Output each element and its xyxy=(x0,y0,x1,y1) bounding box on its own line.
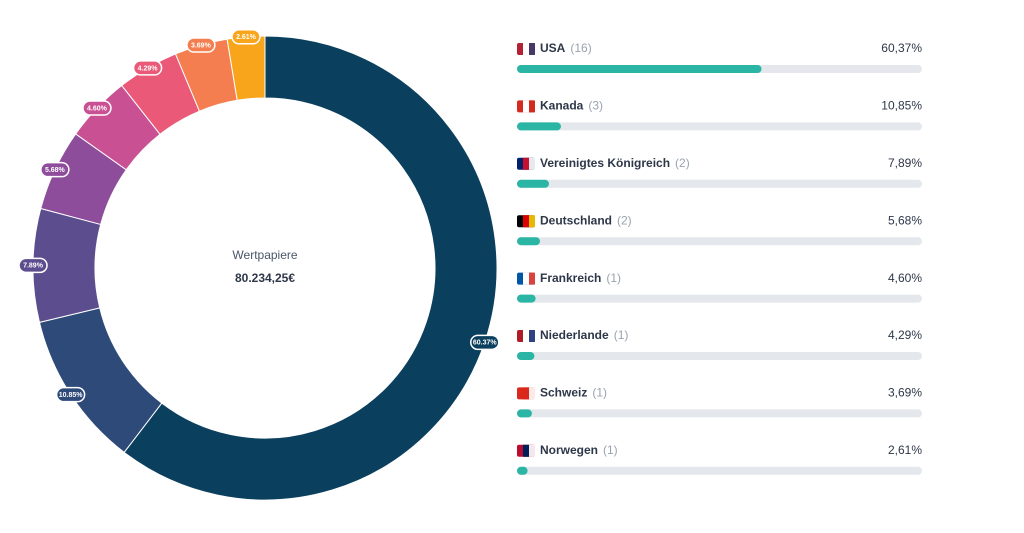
flag-band xyxy=(523,43,529,55)
flag xyxy=(517,215,535,228)
flag-band xyxy=(529,100,535,113)
bar xyxy=(517,294,536,303)
value-label: 5.68% xyxy=(45,167,66,174)
value-label-pill xyxy=(231,29,261,45)
count-label: (1) xyxy=(603,443,618,457)
center-label: Wertpapiere xyxy=(232,248,297,262)
bar xyxy=(517,65,762,73)
bar-track xyxy=(517,179,922,188)
bar-track xyxy=(517,352,922,360)
category-label: Frankreich xyxy=(540,271,601,285)
flag xyxy=(517,272,535,285)
bar xyxy=(517,466,528,475)
value-label: 4.29% xyxy=(138,65,159,72)
donut-segment xyxy=(123,35,498,501)
count-label: (3) xyxy=(588,99,603,113)
value-label-pill xyxy=(470,334,500,351)
count-label: (2) xyxy=(617,213,632,227)
category-label: Norwegen xyxy=(540,443,598,457)
bar xyxy=(517,352,535,360)
bar-track xyxy=(517,409,922,418)
flag xyxy=(517,444,535,457)
bar-track xyxy=(517,294,922,303)
category-label: Niederlande xyxy=(540,328,609,342)
flag xyxy=(517,330,535,342)
value-label-pill xyxy=(18,257,48,274)
value-label: 10,85% xyxy=(881,99,922,113)
flag xyxy=(517,43,535,55)
bar-track xyxy=(517,237,922,246)
count-label: (1) xyxy=(592,386,607,400)
flag-band xyxy=(523,272,529,285)
value-label-pill xyxy=(55,386,86,403)
flag xyxy=(517,387,535,400)
flag-band xyxy=(529,272,535,285)
category-label: Deutschland xyxy=(540,213,612,227)
bar xyxy=(517,122,561,131)
center-value: 80.234,25€ xyxy=(235,271,295,285)
value-label: 60.37% xyxy=(473,340,498,347)
flag-band xyxy=(529,387,535,400)
value-label-pill xyxy=(40,161,70,178)
category-label: USA xyxy=(540,41,566,55)
count-label: (2) xyxy=(675,156,690,170)
value-label: 10.85% xyxy=(59,392,84,399)
value-label-pill xyxy=(186,37,216,53)
value-label: 4,29% xyxy=(888,328,922,342)
value-label: 5,68% xyxy=(888,213,922,227)
bar xyxy=(517,237,541,246)
flag-band xyxy=(529,43,535,55)
value-label: 7,89% xyxy=(888,156,922,170)
value-label: 4,60% xyxy=(888,271,922,285)
flag-band xyxy=(529,444,535,457)
value-label: 3.69% xyxy=(191,42,212,49)
flag-band xyxy=(529,330,535,342)
count-label: (1) xyxy=(614,328,629,342)
count-label: (16) xyxy=(570,41,591,55)
value-label-pill xyxy=(132,60,163,76)
flag xyxy=(517,100,535,113)
count-label: (1) xyxy=(606,271,621,285)
value-label: 2.61% xyxy=(236,34,257,41)
flag-band xyxy=(529,215,535,228)
flag xyxy=(517,157,535,170)
bar xyxy=(517,179,549,188)
value-label: 3,69% xyxy=(888,386,922,400)
value-label: 7.89% xyxy=(23,263,44,270)
category-label: Kanada xyxy=(540,99,584,113)
value-label: 60,37% xyxy=(881,41,922,55)
flag-band xyxy=(523,100,529,113)
bar-track xyxy=(517,466,922,475)
flag-band xyxy=(523,330,529,342)
category-label: Vereinigtes Königreich xyxy=(540,156,670,170)
flag-band xyxy=(523,387,529,400)
category-label: Schweiz xyxy=(540,386,587,400)
value-label-pill xyxy=(82,100,112,116)
bar-track xyxy=(517,122,922,131)
flag-band xyxy=(529,157,535,170)
value-label: 4.60% xyxy=(87,105,108,112)
value-label: 2,61% xyxy=(888,443,922,457)
flag-band xyxy=(523,215,529,228)
bar xyxy=(517,409,532,418)
flag-band xyxy=(523,157,529,170)
flag-band xyxy=(523,444,529,457)
